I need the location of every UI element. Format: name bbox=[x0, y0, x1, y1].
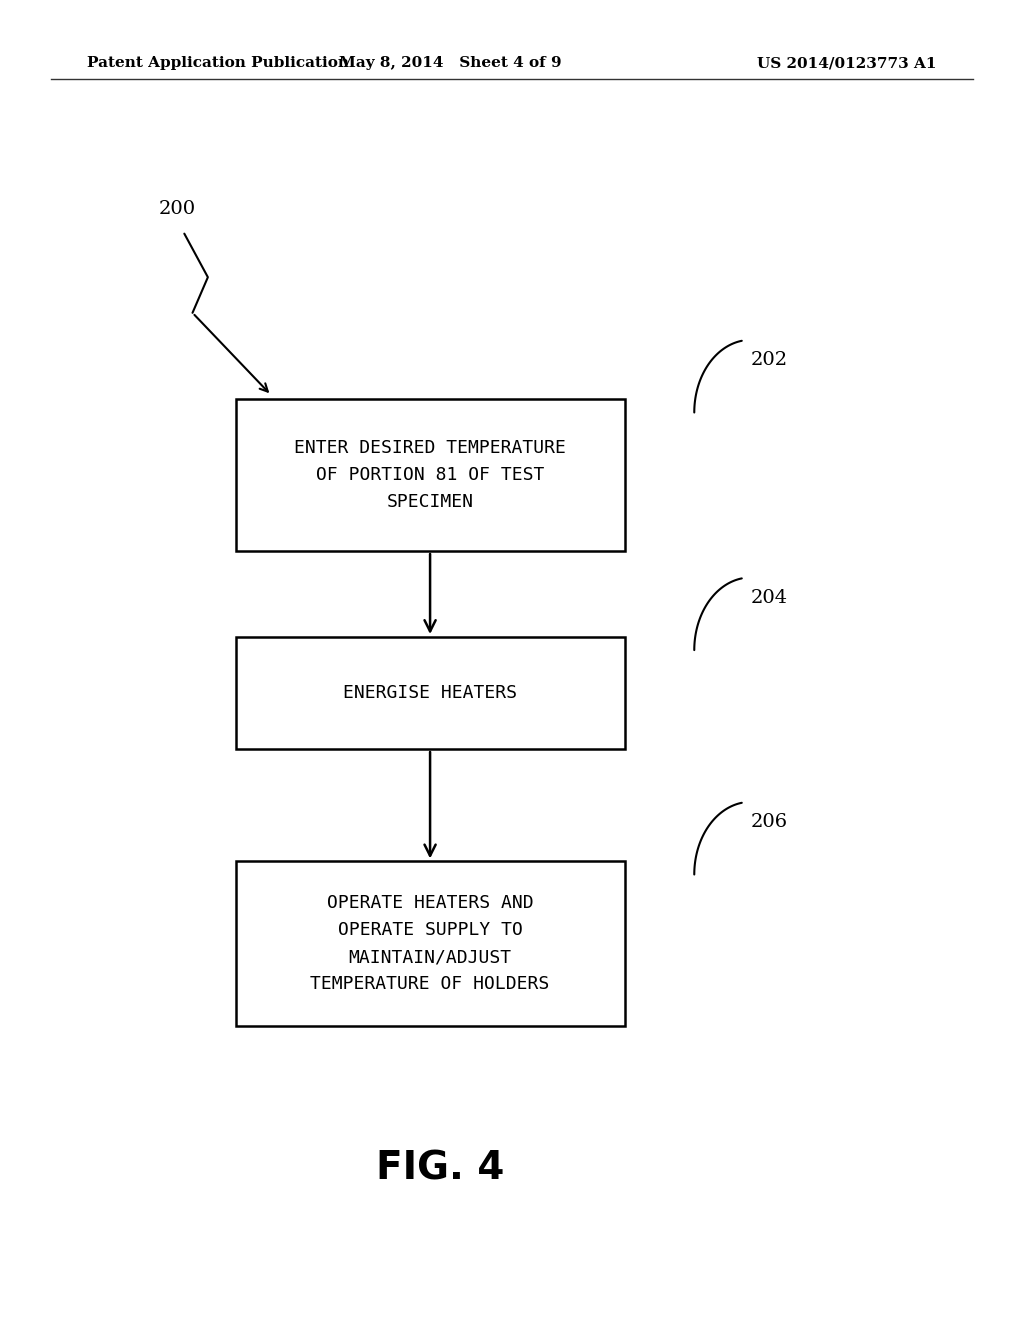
Text: 200: 200 bbox=[159, 199, 196, 218]
Text: ENTER DESIRED TEMPERATURE
OF PORTION 81 OF TEST
SPECIMEN: ENTER DESIRED TEMPERATURE OF PORTION 81 … bbox=[294, 440, 566, 511]
Text: 202: 202 bbox=[751, 351, 787, 368]
Text: 204: 204 bbox=[751, 589, 787, 607]
FancyBboxPatch shape bbox=[236, 399, 625, 552]
Text: FIG. 4: FIG. 4 bbox=[376, 1150, 505, 1187]
FancyBboxPatch shape bbox=[236, 638, 625, 750]
Text: 206: 206 bbox=[751, 813, 787, 832]
Text: May 8, 2014   Sheet 4 of 9: May 8, 2014 Sheet 4 of 9 bbox=[339, 57, 562, 70]
Text: ENERGISE HEATERS: ENERGISE HEATERS bbox=[343, 684, 517, 702]
Text: OPERATE HEATERS AND
OPERATE SUPPLY TO
MAINTAIN/ADJUST
TEMPERATURE OF HOLDERS: OPERATE HEATERS AND OPERATE SUPPLY TO MA… bbox=[310, 894, 550, 994]
Text: US 2014/0123773 A1: US 2014/0123773 A1 bbox=[758, 57, 937, 70]
FancyBboxPatch shape bbox=[236, 862, 625, 1027]
Text: Patent Application Publication: Patent Application Publication bbox=[87, 57, 349, 70]
